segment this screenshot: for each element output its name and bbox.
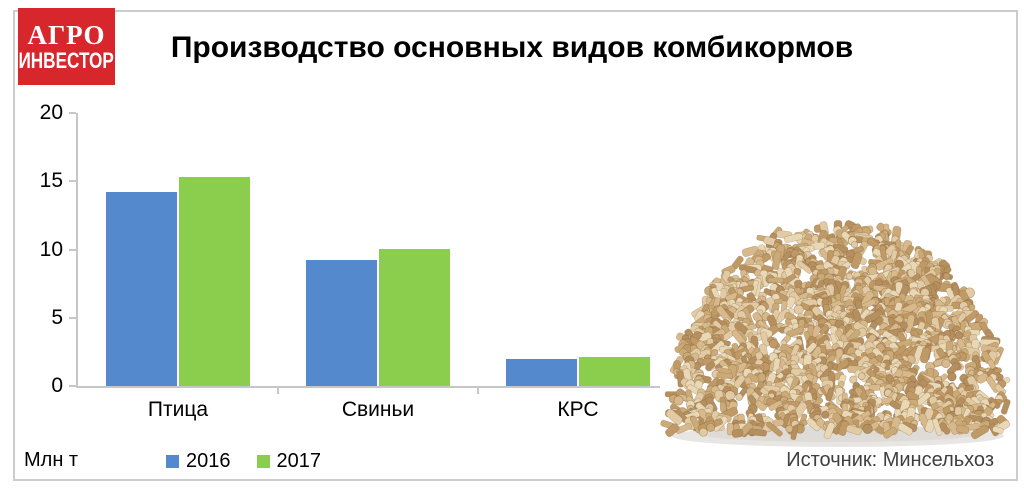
pellet (823, 422, 836, 439)
pellet (825, 387, 835, 402)
pellet (939, 422, 951, 435)
pellet (942, 272, 951, 281)
y-tick-label: 5 (51, 305, 63, 329)
pellet (790, 425, 799, 441)
pellet (768, 400, 783, 412)
pellet (760, 331, 770, 347)
pellet (924, 418, 936, 433)
pellet (883, 426, 898, 439)
pellet (793, 304, 804, 315)
pellet (774, 308, 791, 323)
pellet (956, 424, 970, 435)
pellet (919, 347, 931, 364)
category-label: КРС (557, 398, 599, 421)
y-axis-tick (69, 248, 76, 251)
pellet (706, 422, 716, 432)
pellet (741, 245, 759, 257)
legend-swatch-2017 (256, 454, 270, 468)
y-axis-tick (69, 316, 76, 319)
pellet (845, 424, 862, 436)
bar-2016-cat1 (306, 260, 377, 386)
pellet (946, 362, 960, 376)
pellet (976, 372, 989, 384)
pellet (805, 342, 817, 354)
legend-swatch-2016 (166, 454, 179, 468)
x-axis-tick (277, 386, 279, 394)
y-axis-units-label: Млн т (24, 449, 79, 471)
pellet (970, 424, 990, 440)
feed-pellets-image (660, 210, 1014, 450)
pellet (845, 272, 854, 281)
pellet (698, 427, 708, 437)
pellet (941, 358, 951, 369)
y-axis-tick (69, 112, 76, 114)
x-axis-line (76, 386, 678, 388)
bar-2016-cat0 (106, 192, 177, 386)
pellet (772, 418, 785, 427)
pellet (768, 339, 779, 349)
pellet (785, 296, 796, 309)
legend-item-2016: 2016 (166, 450, 231, 472)
logo-line-1: АГРО (27, 19, 106, 50)
pellet (850, 240, 859, 249)
pellet (766, 421, 783, 437)
pellet (705, 361, 716, 372)
pellet (806, 417, 821, 432)
pellet (862, 423, 873, 435)
bar-2016-cat2 (506, 359, 577, 386)
pellet (947, 372, 957, 382)
category-label: Птица (147, 398, 209, 421)
pellet (818, 324, 830, 335)
pellet (748, 428, 767, 437)
legend-label: 2017 (276, 450, 322, 472)
legend-label: 2016 (186, 450, 231, 472)
y-tick-label: 20 (39, 101, 63, 124)
pellet (755, 400, 767, 412)
legend-item-2017: 2017 (256, 450, 322, 472)
pellet (735, 393, 744, 401)
pellet (665, 409, 683, 425)
pellet (897, 422, 913, 436)
logo-line-2: ИНВЕСТОР (18, 47, 115, 73)
pellet (820, 410, 830, 419)
outer-frame (13, 10, 1018, 481)
agroinvestor-logo: АГРО ИНВЕСТОР (18, 8, 115, 85)
pellet (1000, 398, 1011, 415)
pellet (771, 250, 782, 270)
chart-title: Производство основных видов комбикормов (170, 31, 854, 64)
source-label: Источник: Минсельхоз (786, 449, 994, 471)
pellet (716, 372, 734, 380)
y-axis-tick (69, 385, 76, 387)
pellet (785, 326, 805, 338)
y-tick-label: 15 (39, 169, 63, 193)
bar-2017-cat1 (379, 249, 450, 386)
chart-legend: 2016 2017 (166, 450, 321, 472)
y-tick-label: 0 (51, 374, 63, 397)
category-label: Свиньи (341, 398, 415, 421)
pellet (850, 252, 863, 270)
pellet (992, 425, 1004, 434)
y-tick-label: 10 (39, 237, 63, 261)
pellet (772, 357, 781, 372)
pellet (784, 232, 804, 243)
pellet (796, 260, 813, 274)
pellet (724, 390, 736, 401)
y-axis-line (76, 113, 78, 388)
y-axis-tick (69, 180, 76, 183)
bar-2017-cat0 (179, 177, 250, 386)
pellet (849, 375, 858, 384)
pellet (731, 428, 744, 438)
pellet (665, 423, 680, 438)
pellet (726, 422, 734, 436)
bar-2017-cat2 (579, 357, 650, 386)
pellet (673, 395, 684, 406)
x-axis-tick (477, 386, 479, 394)
pellet (767, 277, 785, 284)
pellet (857, 372, 866, 381)
